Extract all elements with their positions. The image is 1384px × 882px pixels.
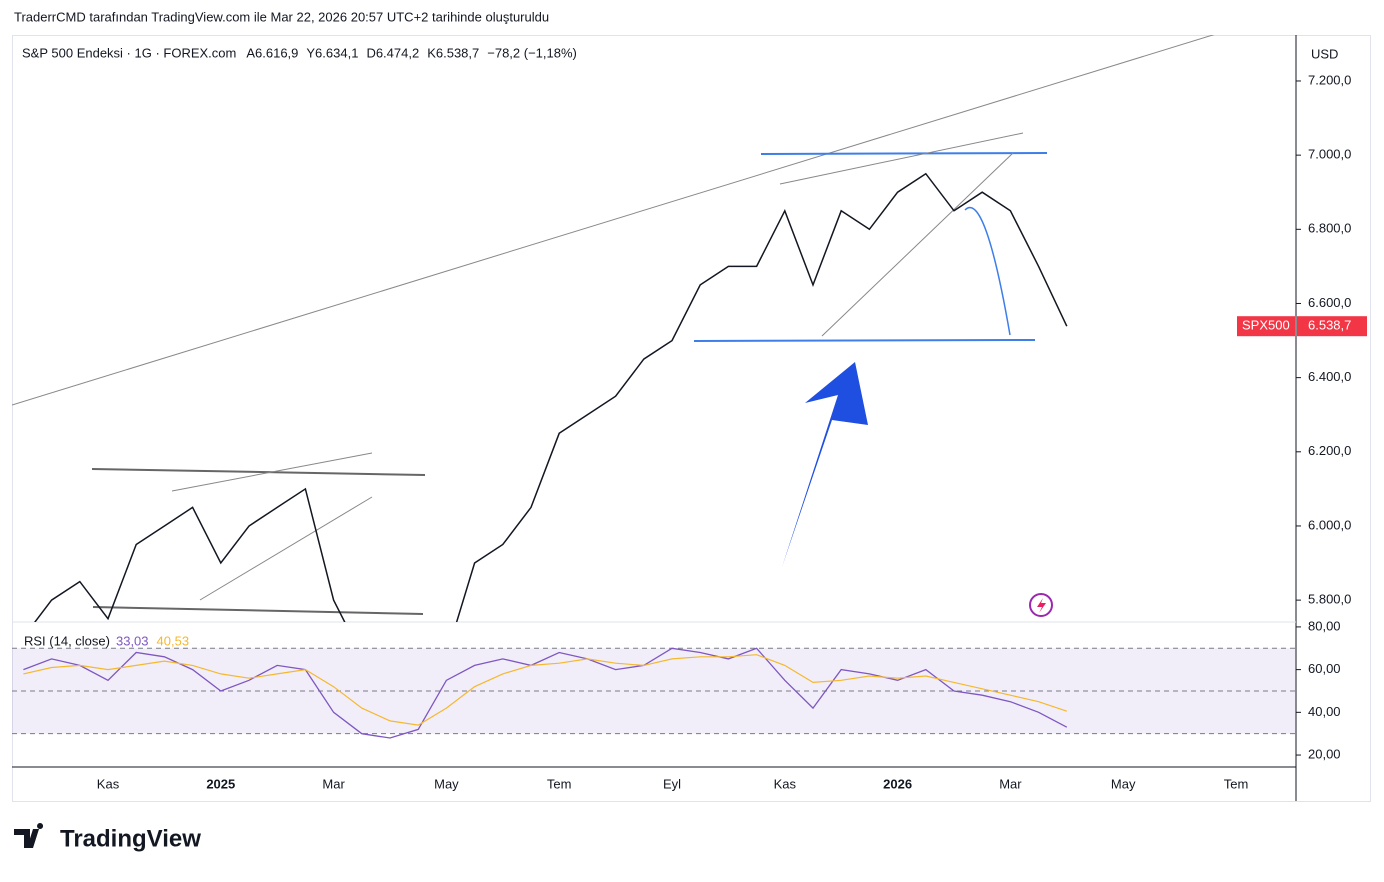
y-tick-label: 6.200,0 <box>1308 443 1351 458</box>
chart-frame <box>12 35 1371 802</box>
rsi-line <box>23 647 1068 739</box>
x-tick-label: 2026 <box>883 776 912 791</box>
ohlc-value: −78,2 (−1,18%) <box>487 45 577 60</box>
currency: USD <box>1311 46 1338 61</box>
y-tick-label: 7.000,0 <box>1308 147 1351 162</box>
support-line <box>92 606 424 615</box>
ohlc-legend: A6.616,9 Y6.634,1 D6.474,2 K6.538,7 −78,2 (−… <box>246 45 577 60</box>
resistance-line <box>91 468 426 476</box>
caption: TraderrCMD tarafından TradingView.com il… <box>14 9 549 24</box>
y-tick-label: 6.400,0 <box>1308 369 1351 384</box>
x-tick-label: Mar <box>322 776 345 791</box>
ohlc-value: D6.474,2 <box>366 45 419 60</box>
price-line <box>34 172 1068 622</box>
resistance-line <box>760 152 1048 155</box>
brand-logo <box>14 823 44 848</box>
drawings <box>12 35 1215 617</box>
x-tick-label: May <box>1111 776 1136 791</box>
x-tick-label: Kas <box>774 776 797 791</box>
ohlc-value: K6.538,7 <box>427 45 479 60</box>
x-tick-label: Eyl <box>663 776 681 791</box>
ohlc-value: A6.616,9 <box>246 45 298 60</box>
x-tick-label: Kas <box>97 776 120 791</box>
rsi-title: RSI (14, close) <box>24 633 110 648</box>
y-tick-label: 20,00 <box>1308 746 1341 761</box>
y-tick-label: 6.800,0 <box>1308 221 1351 236</box>
trend-line <box>779 132 1024 185</box>
support-line <box>693 339 1036 342</box>
chart-title: S&P 500 Endeksi · 1G · FOREX.com <box>22 45 236 60</box>
rsi-value: 33,03 <box>116 633 149 648</box>
y-tick-label: 7.200,0 <box>1308 72 1351 87</box>
alert-bolt <box>1037 598 1046 613</box>
alert-icon <box>1029 593 1053 617</box>
trend-line <box>821 152 1014 337</box>
x-tick-label: Tem <box>1224 776 1249 791</box>
y-tick-label: 80,00 <box>1308 618 1341 633</box>
y-tick-label: 40,00 <box>1308 704 1341 719</box>
rsi-value: 40,53 <box>157 633 190 648</box>
x-tick-label: 2025 <box>206 776 235 791</box>
arrow <box>782 362 868 567</box>
x-tick-label: May <box>434 776 459 791</box>
x-tick-label: Mar <box>999 776 1022 791</box>
ohlc-value: Y6.634,1 <box>306 45 358 60</box>
projection-curve <box>964 207 1011 336</box>
trend-line <box>171 452 373 492</box>
last-price-label: 6.538,7 <box>1308 318 1351 333</box>
symbol-tag <box>1237 316 1295 337</box>
y-tick-label: 6.600,0 <box>1308 295 1351 310</box>
last-price-tag <box>1297 316 1367 337</box>
trend-line <box>199 496 373 601</box>
x-tick-label: Tem <box>547 776 572 791</box>
brand-name: TradingView <box>60 825 201 852</box>
y-tick-label: 6.000,0 <box>1308 517 1351 532</box>
trend-line <box>12 35 1215 406</box>
y-tick-label: 5.800,0 <box>1308 592 1351 607</box>
rsi-ma-line <box>23 654 1067 726</box>
symbol-label: SPX500 <box>1242 318 1290 333</box>
y-tick-label: 60,00 <box>1308 661 1341 676</box>
